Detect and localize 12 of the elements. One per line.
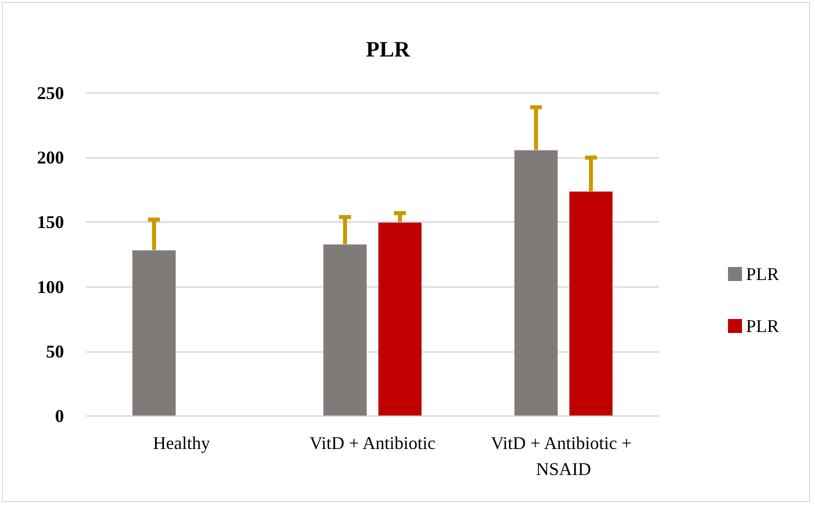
chart-title: PLR bbox=[366, 36, 412, 62]
legend-label: PLR bbox=[746, 316, 780, 336]
y-tick-label: 0 bbox=[55, 406, 64, 426]
y-tick-label: 150 bbox=[37, 212, 64, 232]
y-tick-label: 250 bbox=[37, 83, 64, 103]
y-tick-label: 50 bbox=[46, 341, 64, 362]
legend-label: PLR bbox=[746, 264, 780, 284]
y-tick-label: 100 bbox=[37, 276, 64, 297]
x-tick-label: VitD + Antibiotic + NSAID bbox=[490, 433, 636, 479]
x-tick-label: VitD + Antibiotic bbox=[309, 433, 436, 453]
y-tick-label: 200 bbox=[37, 148, 64, 168]
x-tick-label: Healthy bbox=[153, 433, 210, 453]
